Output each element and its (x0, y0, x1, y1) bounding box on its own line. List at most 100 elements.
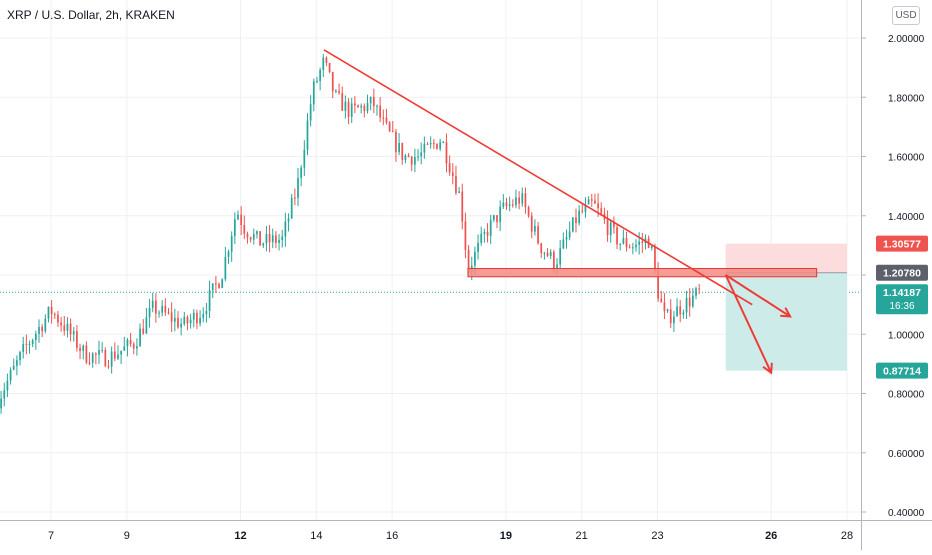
candle-body (391, 130, 394, 132)
candle-body (660, 298, 663, 303)
candle-body (625, 238, 628, 248)
x-tick-label: 16 (386, 530, 398, 542)
candle-body (429, 143, 432, 145)
candle-body (41, 326, 44, 332)
candle-body (104, 349, 107, 367)
y-tick-label: 2.00000 (888, 34, 925, 45)
candle-body (420, 152, 423, 157)
candle-body (69, 323, 72, 335)
candle-body (47, 306, 50, 319)
candle-body (72, 331, 75, 335)
candle-body (388, 122, 391, 131)
candle-body (376, 105, 378, 107)
candle-body (423, 143, 426, 153)
candle-body (265, 233, 268, 244)
price-label-box (876, 235, 928, 252)
candle-body (606, 219, 609, 236)
candle-body (218, 283, 220, 288)
candle-body (309, 104, 312, 121)
y-tick-label: 1.60000 (888, 153, 925, 164)
candle-body (281, 236, 284, 240)
candle-body (590, 199, 593, 201)
candle-body (575, 217, 577, 224)
candle-body (657, 270, 659, 299)
candle-body (565, 237, 568, 240)
candle-body (496, 215, 498, 223)
candle-body (101, 349, 104, 351)
candle-body (151, 300, 154, 308)
candle-body (483, 231, 486, 234)
candle-body (259, 231, 261, 246)
candle-body (395, 131, 397, 153)
candle-body (407, 155, 410, 157)
price-label-value: 1.20780 (883, 268, 921, 280)
price-scale-labels: 1.30577 1.20780 1.14187 16:36 0.87714 (876, 235, 928, 379)
candle-body (306, 120, 309, 150)
candle-body (527, 207, 530, 216)
candle-body (562, 239, 565, 249)
candle-body (145, 317, 148, 334)
candle-body (534, 226, 536, 232)
candle-body (426, 143, 429, 145)
candle-body (31, 340, 34, 344)
candle-body (180, 323, 183, 328)
candle-body (414, 157, 416, 165)
candle-body (568, 231, 571, 238)
candle-body (230, 236, 233, 252)
short-position-tool[interactable] (725, 243, 847, 371)
candle-body (398, 143, 400, 153)
candle-body (616, 227, 618, 245)
candle-body (622, 238, 625, 244)
candle-body (94, 353, 97, 355)
candle-body (312, 81, 315, 105)
drawings[interactable] (323, 49, 818, 375)
candle-body (256, 231, 258, 235)
candle-body (161, 305, 164, 313)
candle-body (243, 224, 246, 234)
candle-body (594, 200, 596, 204)
candle-body (347, 101, 350, 117)
candle-body (202, 314, 205, 318)
candle-body (489, 219, 492, 236)
x-tick-label: 23 (651, 530, 663, 542)
candle-body (584, 204, 587, 212)
currency-button[interactable]: USD (892, 6, 920, 25)
candle-body (227, 251, 230, 257)
price-label-value: 0.87714 (883, 366, 921, 378)
candle-body (587, 199, 590, 205)
candle-body (177, 317, 179, 328)
candle-body (297, 177, 299, 198)
y-tick-label: 1.40000 (888, 212, 925, 223)
y-tick-label: 1.00000 (888, 330, 925, 341)
candle-body (350, 103, 353, 117)
candle-body (284, 221, 287, 237)
candle-body (666, 309, 669, 312)
candle-body (676, 306, 678, 317)
price-label-countdown: 16:36 (889, 301, 914, 312)
candle-body (79, 347, 81, 351)
candle-body (464, 221, 467, 250)
candle-body (404, 155, 407, 160)
candle-body (148, 307, 151, 318)
candle-body (553, 251, 555, 269)
candle-body (19, 351, 21, 361)
candle-body (199, 317, 201, 324)
candle-body (82, 345, 85, 351)
candle-body (16, 360, 18, 366)
candle-body (12, 365, 15, 370)
candle-body (183, 316, 186, 324)
candle-body (170, 312, 173, 322)
candle-body (110, 351, 113, 367)
candle-body (38, 326, 40, 334)
candle-body (445, 142, 448, 164)
candle-body (521, 193, 524, 204)
candle-body (549, 251, 552, 256)
projection-arrow (724, 274, 773, 374)
x-tick-label: 28 (841, 530, 853, 542)
candle-body (474, 251, 476, 266)
candle-body (691, 295, 694, 307)
candle-body (379, 105, 382, 118)
candle-body (120, 350, 122, 355)
